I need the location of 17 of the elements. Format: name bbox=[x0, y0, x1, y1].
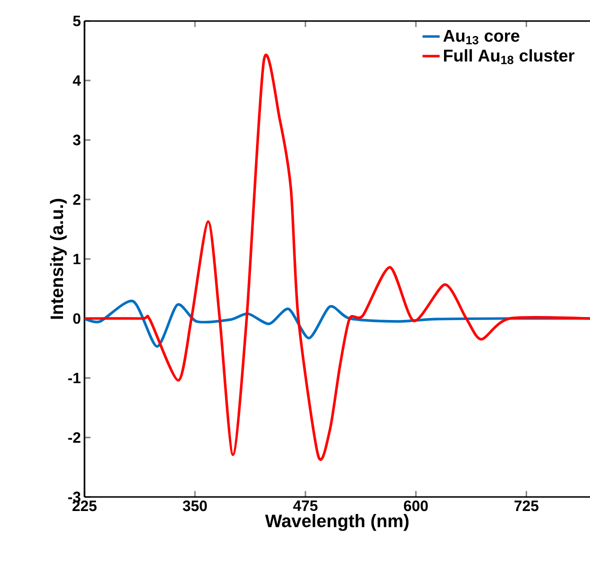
x-tick-label: 475 bbox=[293, 500, 318, 511]
y-axis-title: Intensity (a.u.) bbox=[50, 198, 67, 319]
y-tick-label: -2 bbox=[68, 432, 80, 443]
y-tick-label: 5 bbox=[73, 16, 81, 26]
y-tick-label: -1 bbox=[68, 372, 81, 384]
x-tick-label: 600 bbox=[404, 500, 428, 512]
y-tick-label: 4 bbox=[72, 75, 81, 86]
legend-label: Au$_{13}$ core bbox=[443, 30, 520, 44]
x-tick-label: 225 bbox=[72, 500, 97, 512]
x-axis-title: Wavelength (nm) bbox=[265, 514, 409, 531]
x-tick-label: 350 bbox=[182, 500, 207, 512]
y-tick-label: 2 bbox=[73, 194, 80, 205]
y-tick-label: 3 bbox=[72, 134, 80, 146]
x-tick-label: 725 bbox=[514, 500, 538, 512]
y-tick-label: 0 bbox=[73, 313, 80, 324]
y-tick-label: 1 bbox=[74, 254, 81, 264]
legend-label: Full Au$_{18}$ cluster bbox=[444, 49, 574, 64]
